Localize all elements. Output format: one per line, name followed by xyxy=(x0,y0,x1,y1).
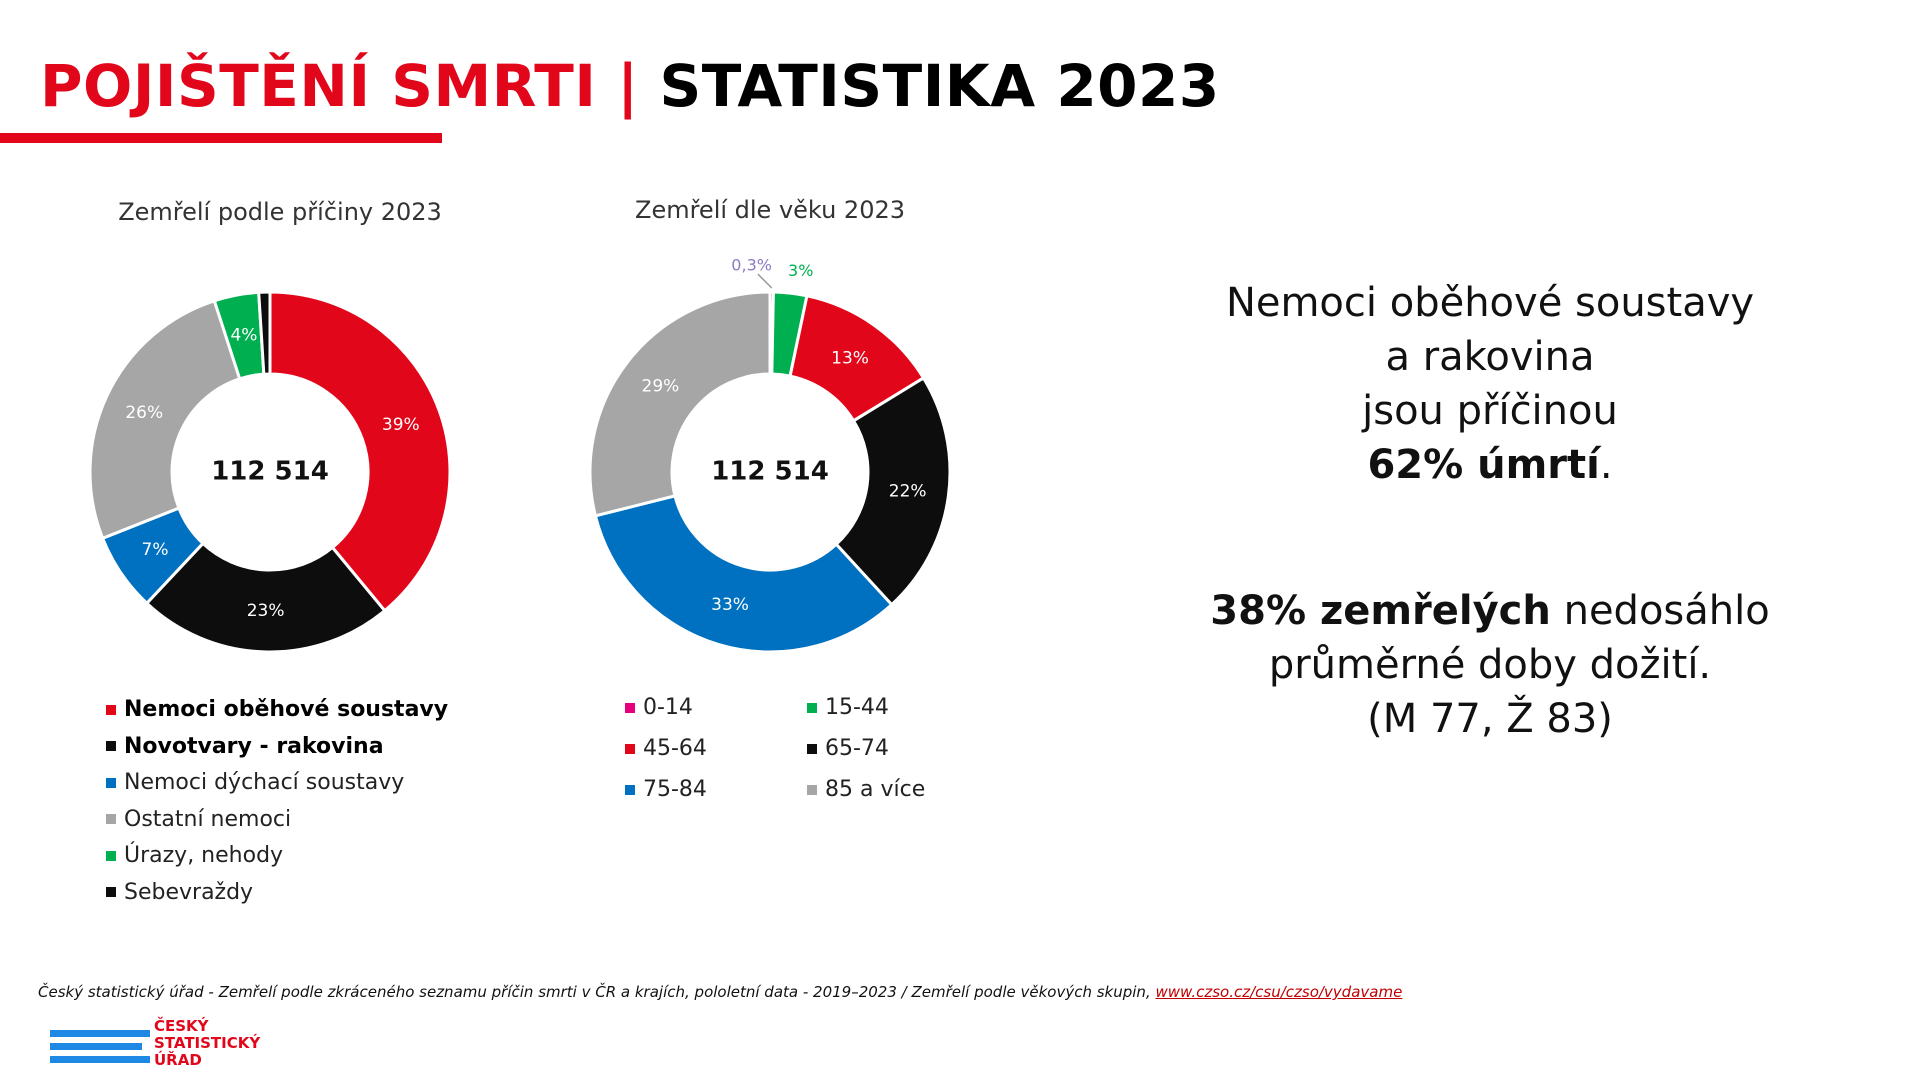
legend-cause-item-2: Nemoci dýchací soustavy xyxy=(106,770,404,795)
title-black-part: STATISTIKA 2023 xyxy=(659,52,1220,120)
chart-title-cause: Zemřelí podle příčiny 2023 xyxy=(118,198,442,226)
callout-causes-line4: 62% úmrtí. xyxy=(1140,438,1840,492)
legend-cause-item-3-swatch xyxy=(106,814,116,824)
legend-cause-item-0-label: Nemoci oběhové soustavy xyxy=(124,697,449,722)
donut-chart-age: 0,3% 3% 13% 22% 33% 29% 112 514 xyxy=(588,256,952,654)
logo-text-line1: ČESKÝ xyxy=(154,1017,209,1035)
segment-label-0-3: 26% xyxy=(125,403,163,423)
source-text: Český statistický úřad - Zemřelí podle z… xyxy=(38,983,1156,1001)
legend-age-item-2: 45-64 xyxy=(625,736,707,761)
donut-segment-1-3 xyxy=(834,375,952,607)
legend-age-item-1: 15-44 xyxy=(807,695,889,720)
callout-life-highlight: 38% zemřelých xyxy=(1210,588,1551,634)
logo-text-line3: ÚŘAD xyxy=(154,1051,202,1069)
legend-age-item-1-label: 15-44 xyxy=(825,695,889,720)
legend-cause-item-4-label: Úrazy, nehody xyxy=(124,843,284,868)
segment-label-0-2: 7% xyxy=(142,540,169,560)
logo-bar-1 xyxy=(50,1030,150,1037)
legend-cause-item-5-label: Sebevraždy xyxy=(124,879,254,905)
legend-age-item-4-label: 75-84 xyxy=(643,777,707,802)
donut-segment-1-4 xyxy=(593,494,894,654)
callout-causes-line3: jsou příčinou xyxy=(1362,388,1618,434)
legend-age-item-4: 75-84 xyxy=(625,777,707,802)
callout-life-line1-rest: nedosáhlo xyxy=(1550,588,1770,634)
legend-age-item-0: 0-14 xyxy=(625,695,693,720)
title-underline xyxy=(0,133,442,143)
legend-age-item-3-label: 65-74 xyxy=(825,736,889,761)
segment-label-1-2: 13% xyxy=(831,348,869,368)
logo-text-line2: STATISTICKÝ xyxy=(154,1034,261,1052)
legend-cause-item-3-label: Ostatní nemoci xyxy=(124,806,292,832)
legend-age-item-2-label: 45-64 xyxy=(643,736,707,761)
center-total-1: 112 514 xyxy=(711,457,829,487)
callout-life-line1: 38% zemřelých nedosáhlo xyxy=(1140,584,1840,638)
donut-chart-cause: 39% 23% 7% 26% 4% 112 514 xyxy=(88,290,452,654)
donut-segment-0-5 xyxy=(257,290,272,376)
callout-life-line3: (M 77, Ž 83) xyxy=(1367,696,1613,742)
legend-cause-item-5-swatch xyxy=(106,887,116,897)
donut-segment-0-0 xyxy=(268,290,452,613)
callout-causes-highlight: 62% úmrtí xyxy=(1367,442,1600,488)
segment-label-0-0: 39% xyxy=(382,415,420,435)
legend-age-item-4-swatch xyxy=(625,784,635,795)
legend-cause-item-2-label: Nemoci dýchací soustavy xyxy=(124,770,405,795)
callout-causes-line1: Nemoci oběhové soustavy xyxy=(1225,280,1755,326)
leader-line-1-0 xyxy=(757,273,773,289)
segment-label-1-1: 3% xyxy=(788,261,813,280)
segment-label-0-4: 4% xyxy=(230,325,257,345)
page-title: POJIŠTĚNÍ SMRTI | STATISTIKA 2023 xyxy=(40,52,1220,120)
logo-text: ČESKÝ STATISTICKÝ ÚŘAD xyxy=(154,1018,260,1069)
segment-label-1-3: 22% xyxy=(889,481,927,501)
segment-label-0-1: 23% xyxy=(247,601,285,621)
callout-causes: Nemoci oběhové soustavy a rakovina jsou … xyxy=(1140,276,1840,492)
donut-segment-0-1 xyxy=(144,541,387,654)
legend-cause-item-4-swatch xyxy=(106,850,116,861)
segment-label-1-5: 29% xyxy=(642,377,680,397)
legend-cause-item-3: Ostatní nemoci xyxy=(106,807,291,832)
legend-age-item-0-label: 0-14 xyxy=(643,695,693,720)
legend-age-item-1-swatch xyxy=(807,702,817,713)
callout-life-line2: průměrné doby dožití. xyxy=(1268,642,1712,688)
legend-age-item-2-swatch xyxy=(625,743,635,754)
legend-age-item-0-swatch xyxy=(625,702,635,713)
donut-segment-1-5 xyxy=(588,290,772,518)
title-separator: | xyxy=(596,52,660,120)
logo-bar-3 xyxy=(50,1056,150,1063)
legend-cause-item-5: Sebevraždy xyxy=(106,880,253,905)
segment-label-1-0: 0,3% xyxy=(731,256,772,275)
title-red-part: POJIŠTĚNÍ SMRTI xyxy=(40,52,597,120)
legend-age-item-5: 85 a více xyxy=(807,777,925,802)
legend-age-item-3: 65-74 xyxy=(807,736,889,761)
legend-cause-item-2-swatch xyxy=(106,777,116,788)
callout-causes-line2: a rakovina xyxy=(1385,334,1595,380)
legend-cause-item-1: Novotvary - rakovina xyxy=(106,734,384,759)
legend-cause-item-1-label: Novotvary - rakovina xyxy=(124,733,384,759)
legend-cause-item-0: Nemoci oběhové soustavy xyxy=(106,697,448,722)
center-total-0: 112 514 xyxy=(211,457,329,487)
legend-age-item-5-label: 85 a více xyxy=(825,777,926,802)
logo-bar-2 xyxy=(50,1043,142,1050)
legend-age-item-5-swatch xyxy=(807,784,817,795)
legend-age-item-3-swatch xyxy=(807,743,817,754)
source-link[interactable]: www.czso.cz/csu/czso/vydavame xyxy=(1155,983,1403,1001)
callout-causes-period: . xyxy=(1599,442,1613,488)
segment-label-1-4: 33% xyxy=(711,595,749,615)
source-note: Český statistický úřad - Zemřelí podle z… xyxy=(38,983,1402,1001)
callout-life-expectancy: 38% zemřelých nedosáhlo průměrné doby do… xyxy=(1140,584,1840,746)
donut-segment-0-3 xyxy=(88,298,242,541)
chart-title-age: Zemřelí dle věku 2023 xyxy=(635,196,905,224)
legend-cause-item-1-swatch xyxy=(106,741,116,751)
legend-cause-item-4: Úrazy, nehody xyxy=(106,843,283,868)
czso-logo: ČESKÝ STATISTICKÝ ÚŘAD xyxy=(50,1018,280,1074)
legend-cause-item-0-swatch xyxy=(106,704,116,715)
